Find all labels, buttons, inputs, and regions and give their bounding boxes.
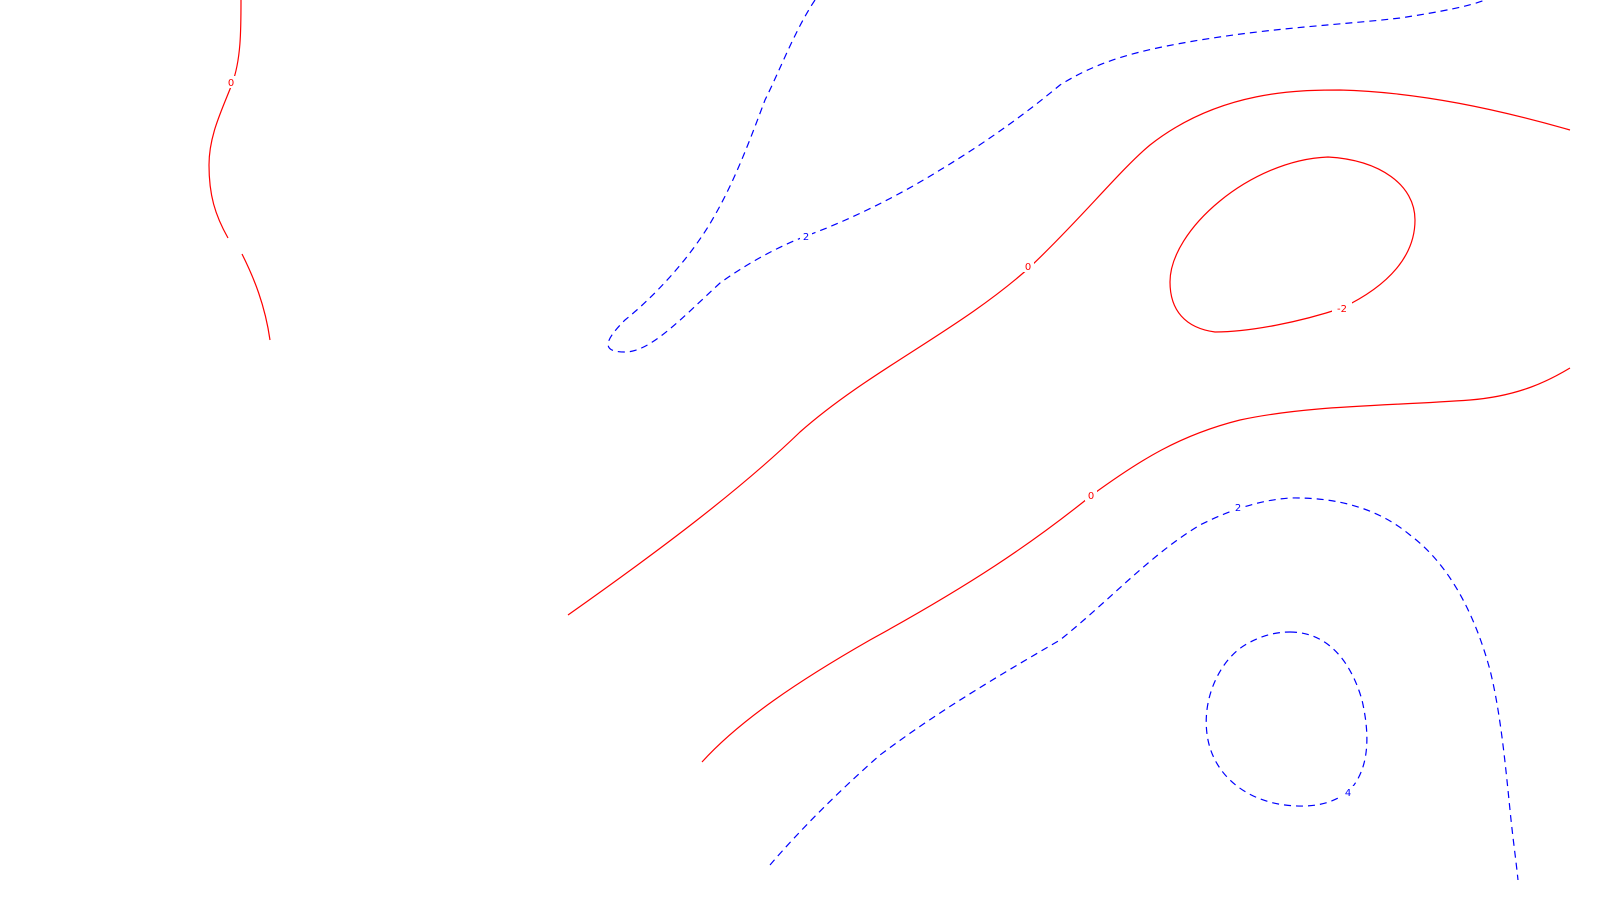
label-backing xyxy=(225,76,237,88)
contour-label-zero-lower: 0 xyxy=(1088,491,1094,502)
label-backing xyxy=(800,230,812,242)
contour-line-minus-two xyxy=(1169,156,1416,333)
contour-line-zero-upper xyxy=(567,89,1571,616)
contour-label-minus-two: -2 xyxy=(1337,304,1347,315)
contour-line-zero-lower xyxy=(701,367,1571,763)
label-backing xyxy=(1085,489,1097,501)
contour-line-two-lower xyxy=(769,497,1519,881)
contour-line-four xyxy=(1205,631,1368,807)
contour-label-zero-upper: 0 xyxy=(1025,262,1031,273)
label-backing xyxy=(1232,501,1244,513)
contour-line-two-upper xyxy=(607,0,1486,353)
contour-label-two-lower: 2 xyxy=(1235,503,1241,514)
contour-label-four: 4 xyxy=(1345,788,1351,799)
label-backing xyxy=(1332,302,1352,314)
contour-label-zero-left: 0 xyxy=(228,78,234,89)
contour-line-zero-left-tail xyxy=(241,253,271,341)
label-backing xyxy=(1022,260,1034,272)
contour-line-zero-left xyxy=(208,0,242,239)
contour-label-two-upper: 2 xyxy=(803,232,809,243)
label-backing xyxy=(1342,786,1354,798)
